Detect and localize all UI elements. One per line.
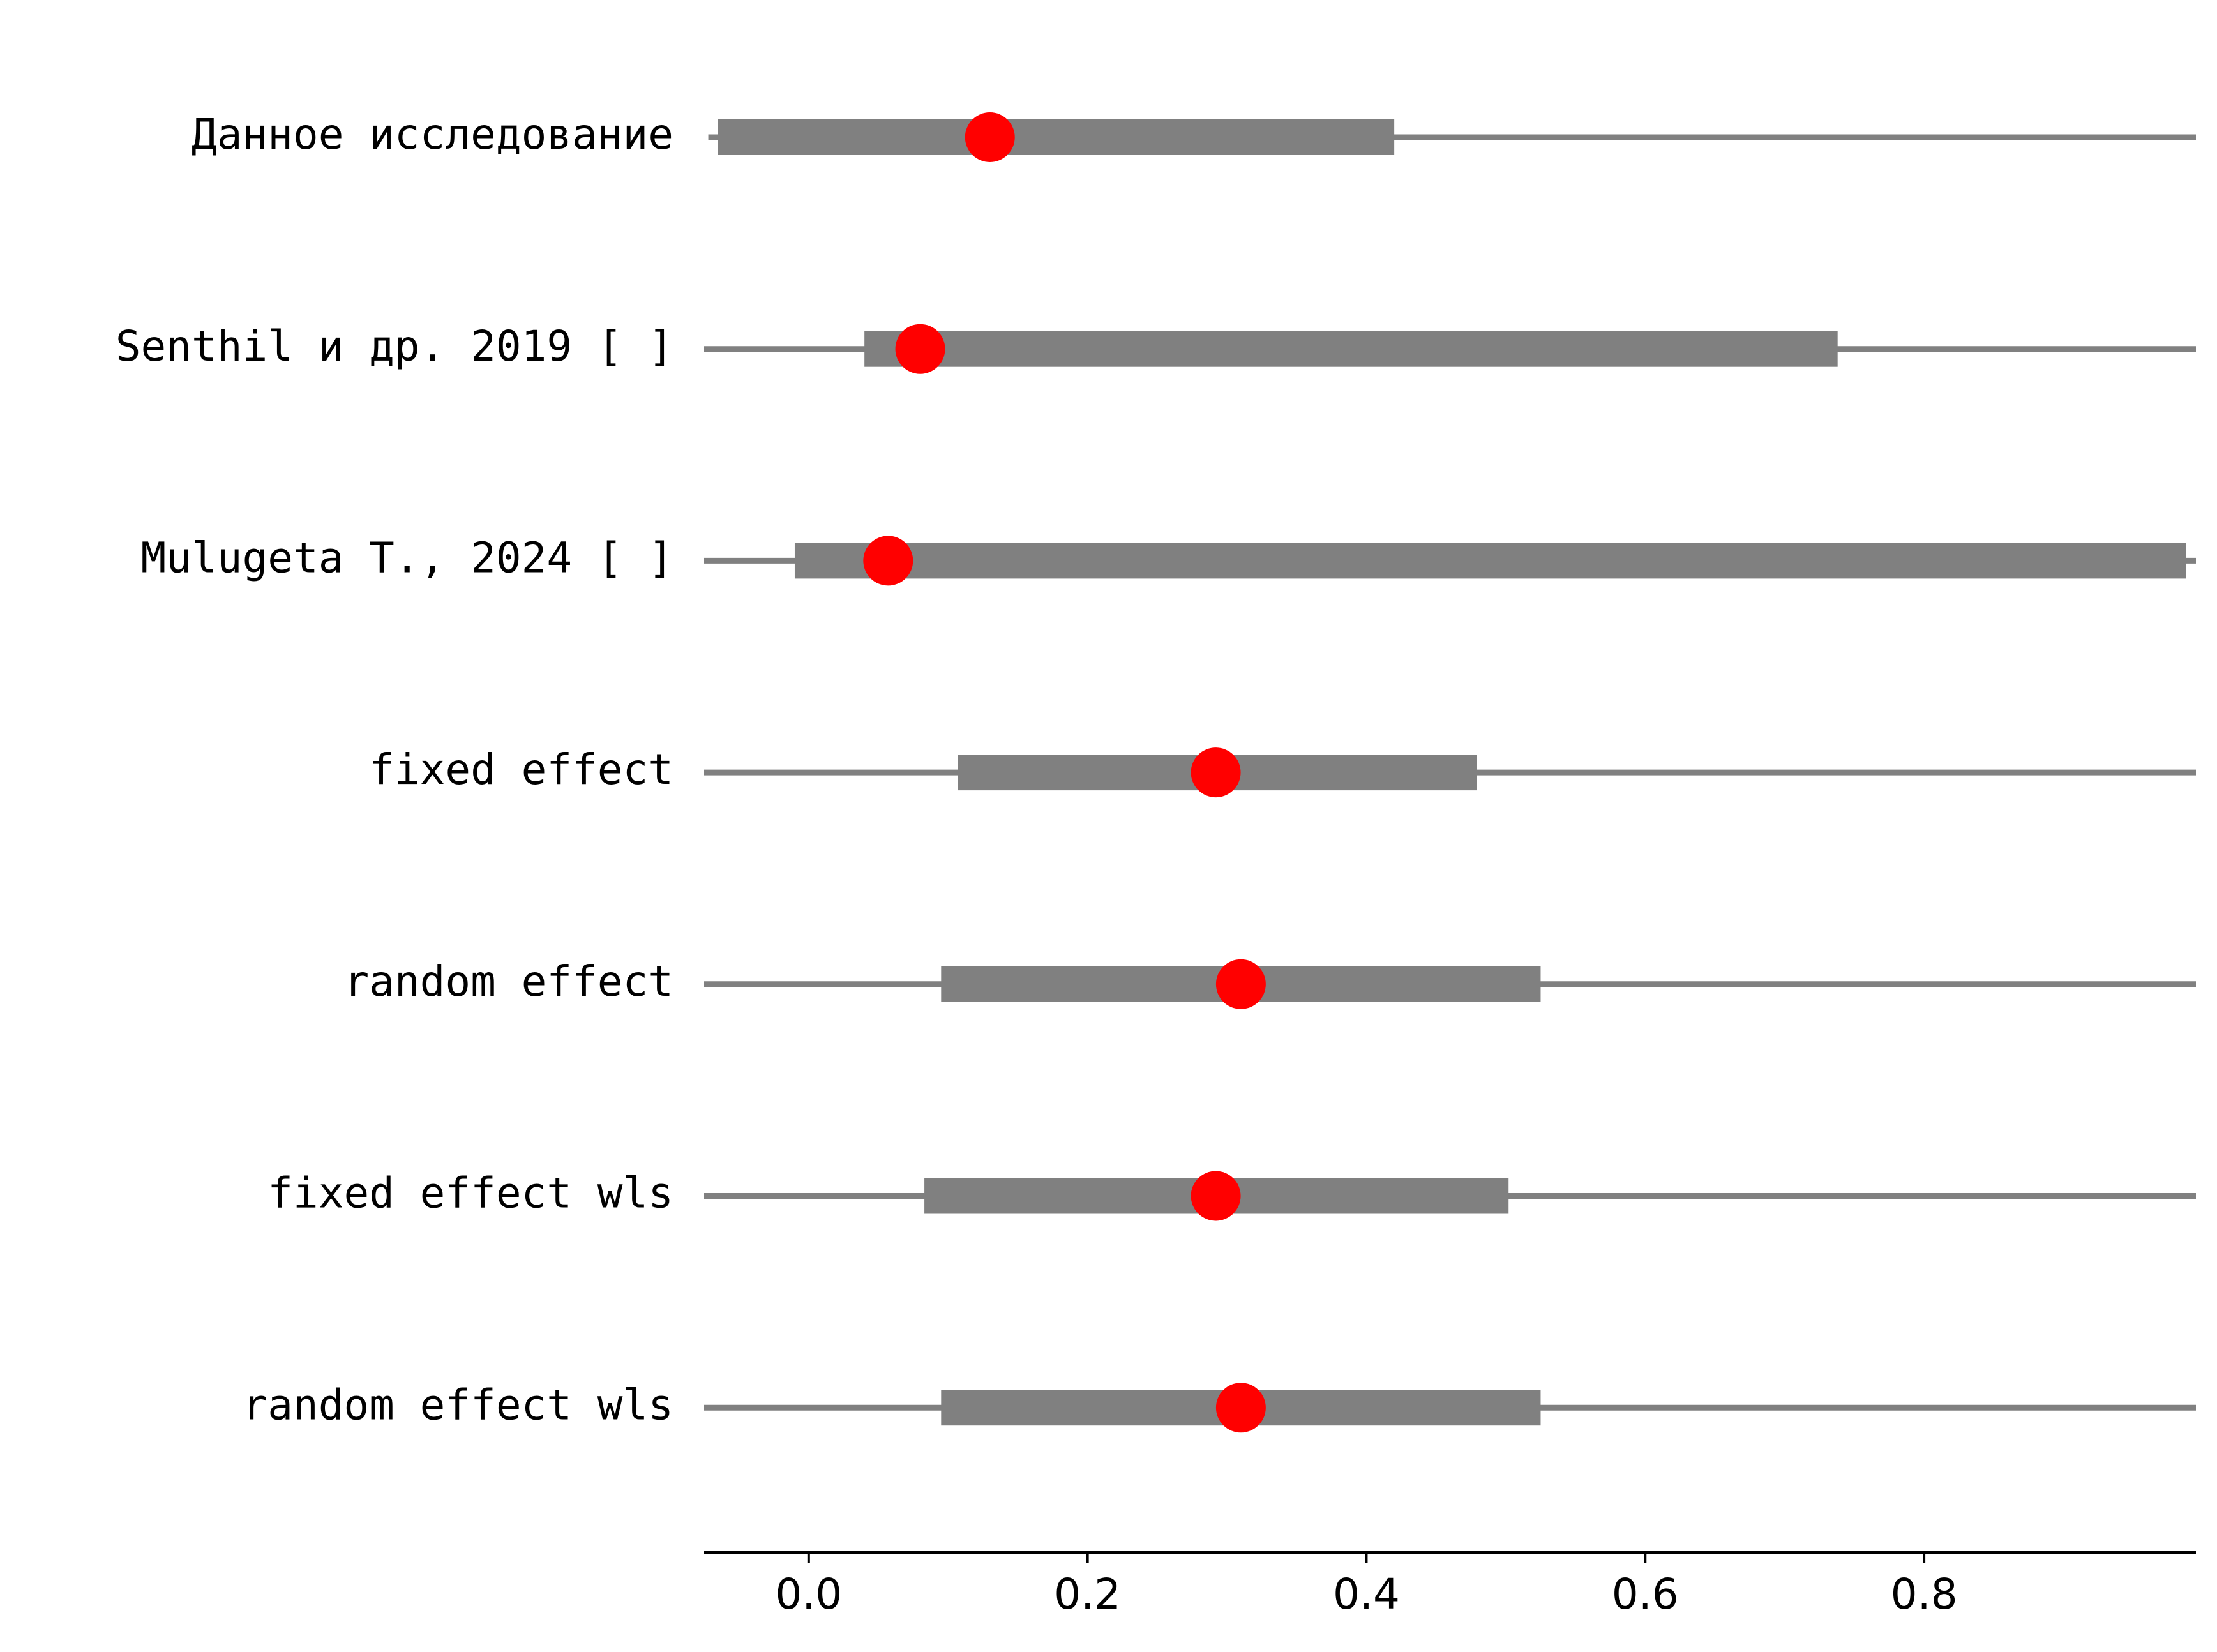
confidence-interval-bar [864, 331, 1838, 367]
row-label: random effect wls [242, 1380, 673, 1429]
estimate-point [1215, 1383, 1266, 1433]
estimate-point [965, 112, 1015, 162]
estimate-point [1215, 959, 1266, 1009]
confidence-interval-bar [794, 543, 2186, 579]
forest-row: Данное исследование [192, 110, 2196, 162]
x-tick-label: 0.6 [1612, 1570, 1679, 1619]
x-tick-label: 0.2 [1054, 1570, 1121, 1619]
row-label: Mulugeta T., 2024 [ ] [141, 533, 673, 582]
row-label: fixed effect wls [267, 1169, 673, 1218]
confidence-interval-bar [718, 119, 1395, 155]
row-label: Данное исследование [192, 110, 673, 159]
estimate-point [1191, 1171, 1241, 1221]
rows-layer: Данное исследование Senthil и др. 2019 [ … [116, 110, 2196, 1433]
x-axis: 0.0 0.2 0.4 0.6 0.8 [704, 1551, 2196, 1619]
estimate-point [863, 536, 913, 586]
row-label: Senthil и др. 2019 [ ] [116, 322, 673, 371]
x-tick-label: 0.4 [1333, 1570, 1400, 1619]
forest-row: random effect wls [242, 1380, 2196, 1433]
forest-row: fixed effect wls [267, 1169, 2196, 1221]
forest-row: Senthil и др. 2019 [ ] [116, 322, 2196, 374]
forest-row: Mulugeta T., 2024 [ ] [141, 533, 2196, 586]
forest-row: fixed effect [369, 745, 2196, 798]
row-label: fixed effect [369, 745, 673, 794]
estimate-point [1191, 747, 1241, 798]
x-tick-label: 0.8 [1891, 1570, 1958, 1619]
estimate-point [895, 324, 945, 374]
row-label: random effect [343, 957, 673, 1006]
x-tick-label: 0.0 [775, 1570, 842, 1619]
forest-row: random effect [343, 957, 2196, 1009]
